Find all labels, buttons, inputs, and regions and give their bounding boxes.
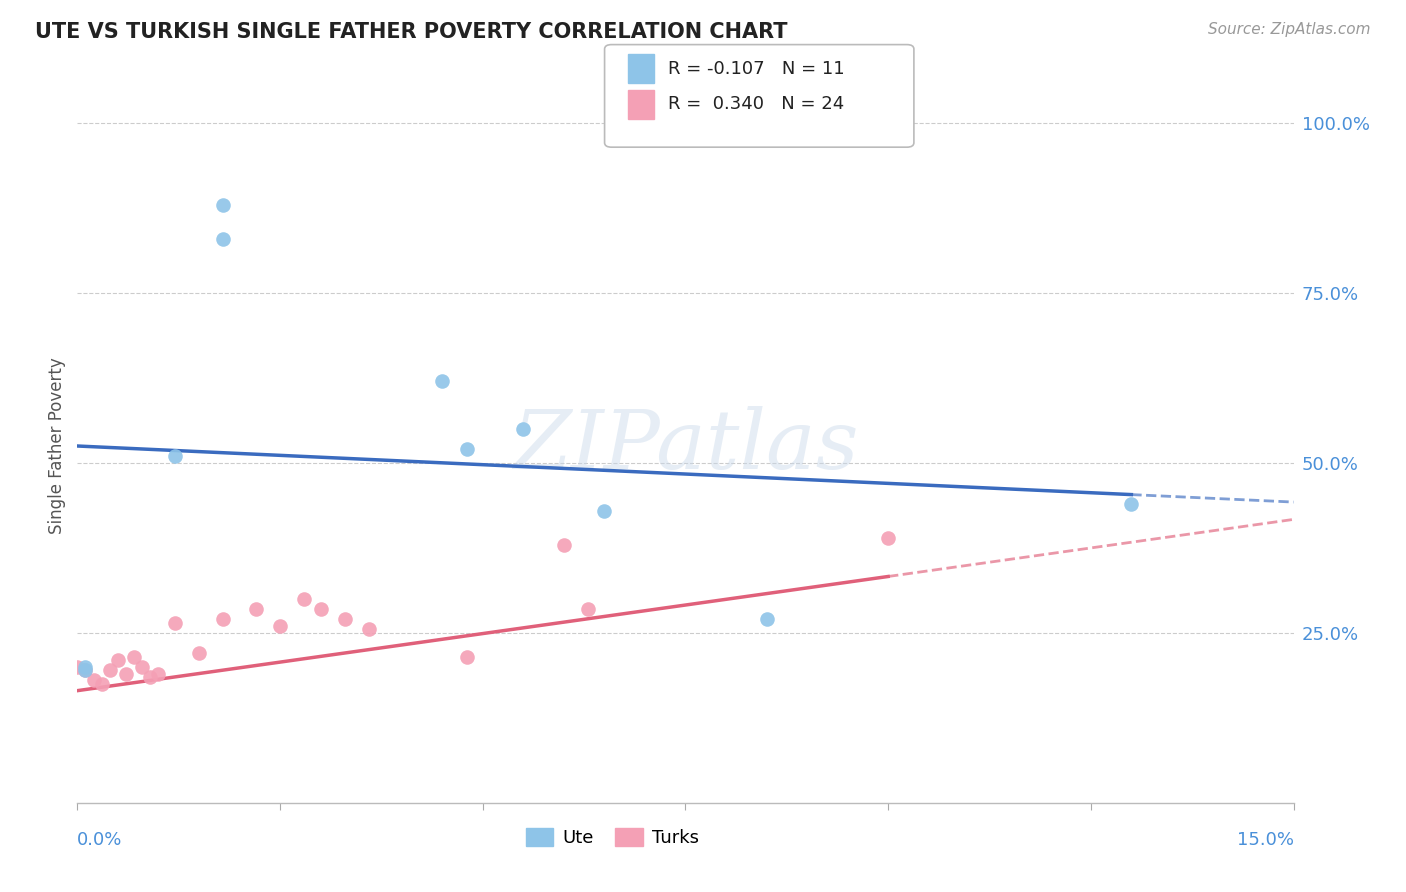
Point (430, 375, 453, 389)
Point (188, 646, 211, 660)
Point (122, 649, 145, 664)
Point (309, 602, 332, 616)
Point (212, 612, 235, 626)
Point (115, 666, 138, 681)
Point (553, 537, 575, 551)
Point (755, 612, 778, 626)
Text: R =  0.340   N = 24: R = 0.340 N = 24 (668, 95, 844, 113)
Point (90, 677, 112, 691)
Text: ZIPatlas: ZIPatlas (513, 406, 858, 486)
Legend: Ute, Turks: Ute, Turks (519, 821, 706, 855)
Y-axis label: Single Father Poverty: Single Father Poverty (48, 358, 66, 534)
Point (75, 660, 97, 674)
Point (212, 198, 235, 212)
Point (107, 653, 129, 667)
Point (359, 623, 381, 637)
Point (163, 615, 186, 630)
Text: UTE VS TURKISH SINGLE FATHER POVERTY CORRELATION CHART: UTE VS TURKISH SINGLE FATHER POVERTY COR… (35, 22, 787, 42)
Point (148, 666, 170, 681)
Point (245, 602, 267, 616)
Point (877, 531, 900, 545)
Point (269, 619, 291, 633)
Point (333, 612, 356, 626)
Point (593, 503, 616, 517)
Text: Source: ZipAtlas.com: Source: ZipAtlas.com (1208, 22, 1371, 37)
Text: R = -0.107   N = 11: R = -0.107 N = 11 (668, 60, 845, 78)
Point (512, 422, 534, 436)
Point (576, 602, 599, 616)
Point (75, 663, 97, 677)
Point (212, 232, 235, 246)
Point (83, 673, 105, 688)
Point (131, 660, 153, 674)
Point (292, 591, 315, 606)
Point (139, 670, 162, 684)
Point (456, 442, 478, 457)
Point (1121, 497, 1143, 511)
Point (98, 663, 121, 677)
Point (456, 649, 478, 664)
Point (66, 660, 89, 674)
Point (75, 663, 97, 677)
Point (163, 449, 186, 463)
Text: 0.0%: 0.0% (77, 831, 122, 849)
Text: 15.0%: 15.0% (1236, 831, 1294, 849)
